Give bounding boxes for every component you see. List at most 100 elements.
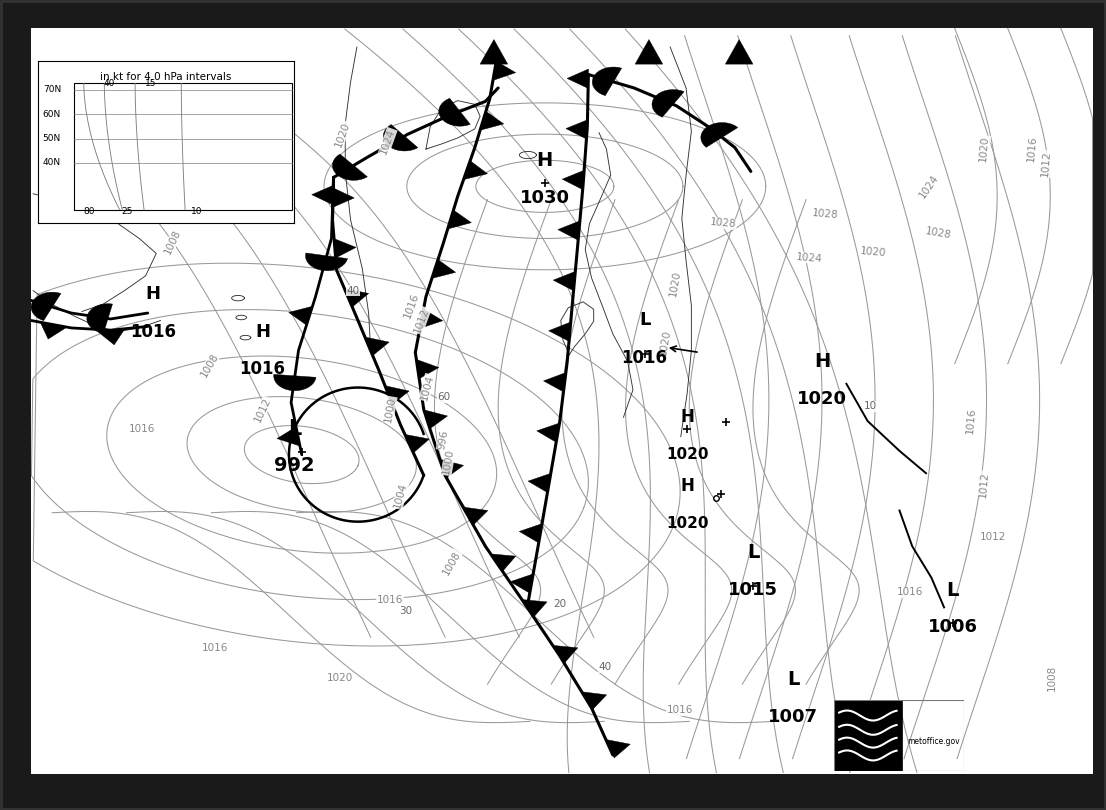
- Polygon shape: [528, 473, 551, 492]
- Text: 1006: 1006: [928, 619, 978, 637]
- Polygon shape: [440, 459, 463, 478]
- Polygon shape: [566, 120, 588, 139]
- Polygon shape: [493, 62, 515, 80]
- Text: 40: 40: [104, 79, 115, 87]
- Text: 1004: 1004: [419, 373, 436, 402]
- Text: 1016: 1016: [131, 322, 176, 341]
- Polygon shape: [522, 599, 547, 617]
- Text: 40: 40: [598, 662, 612, 672]
- Polygon shape: [543, 373, 566, 392]
- Polygon shape: [491, 554, 515, 571]
- Polygon shape: [536, 423, 560, 442]
- Text: H: H: [146, 285, 160, 304]
- Text: 1016: 1016: [1026, 135, 1039, 163]
- Polygon shape: [40, 322, 66, 339]
- Text: 80: 80: [83, 207, 95, 216]
- Text: 15: 15: [145, 79, 156, 87]
- Text: 1000: 1000: [441, 448, 456, 475]
- Text: 60: 60: [438, 392, 450, 403]
- Polygon shape: [510, 574, 533, 593]
- Text: 1008: 1008: [198, 352, 220, 379]
- Polygon shape: [448, 210, 471, 229]
- Polygon shape: [97, 329, 125, 345]
- Text: 1012: 1012: [1040, 151, 1052, 177]
- Text: 1015: 1015: [728, 582, 778, 599]
- Polygon shape: [582, 692, 607, 710]
- Text: 1016: 1016: [239, 360, 285, 378]
- Text: L: L: [747, 544, 759, 562]
- Text: 1028: 1028: [925, 226, 952, 241]
- Text: 1020: 1020: [333, 120, 352, 148]
- Text: 1008: 1008: [163, 228, 182, 256]
- Text: 1020: 1020: [797, 390, 847, 407]
- Polygon shape: [653, 90, 685, 117]
- Text: H: H: [814, 352, 831, 371]
- Text: 1016: 1016: [964, 407, 977, 435]
- Polygon shape: [334, 239, 356, 258]
- Polygon shape: [333, 154, 367, 181]
- Polygon shape: [701, 122, 738, 147]
- Text: 1024: 1024: [795, 252, 823, 264]
- Polygon shape: [480, 111, 503, 130]
- Polygon shape: [557, 221, 580, 241]
- Polygon shape: [405, 434, 429, 453]
- Text: 1020: 1020: [326, 673, 353, 683]
- Text: 1020: 1020: [658, 329, 672, 356]
- Polygon shape: [276, 427, 300, 446]
- Polygon shape: [385, 386, 409, 404]
- Text: in kt for 4.0 hPa intervals: in kt for 4.0 hPa intervals: [101, 72, 231, 82]
- Polygon shape: [31, 292, 61, 321]
- Text: 10: 10: [191, 207, 202, 216]
- Text: 1020: 1020: [666, 516, 708, 531]
- Polygon shape: [273, 374, 316, 390]
- Polygon shape: [567, 69, 588, 88]
- Text: L: L: [639, 312, 650, 330]
- Text: 1016: 1016: [667, 706, 692, 715]
- Text: 1030: 1030: [520, 189, 570, 207]
- Bar: [73, 83, 292, 210]
- Polygon shape: [606, 740, 630, 758]
- Text: 10: 10: [864, 401, 877, 411]
- Text: L: L: [787, 670, 800, 689]
- Polygon shape: [635, 40, 662, 64]
- Text: L: L: [288, 419, 301, 438]
- Bar: [834, 700, 901, 771]
- Text: 1012: 1012: [252, 396, 272, 424]
- Polygon shape: [344, 288, 368, 307]
- Text: 1008: 1008: [1046, 665, 1056, 691]
- Text: 1007: 1007: [769, 708, 818, 726]
- Polygon shape: [333, 188, 354, 207]
- Polygon shape: [463, 160, 488, 180]
- Text: 25: 25: [122, 207, 133, 216]
- Polygon shape: [439, 98, 470, 126]
- Text: 1024: 1024: [918, 173, 941, 200]
- Polygon shape: [549, 322, 571, 341]
- Text: 1004: 1004: [393, 482, 409, 509]
- Text: 996: 996: [436, 429, 449, 450]
- Text: 1008: 1008: [440, 549, 462, 577]
- Polygon shape: [289, 306, 313, 325]
- Text: 40N: 40N: [43, 158, 61, 168]
- Polygon shape: [553, 646, 577, 663]
- Text: 1016: 1016: [201, 643, 228, 654]
- Text: 40: 40: [346, 286, 359, 296]
- Polygon shape: [726, 40, 753, 64]
- Polygon shape: [420, 309, 442, 328]
- Polygon shape: [312, 185, 333, 205]
- Text: 1012: 1012: [413, 306, 431, 335]
- Polygon shape: [553, 271, 575, 291]
- Text: 1020: 1020: [979, 135, 991, 163]
- Text: metoffice.gov: metoffice.gov: [907, 736, 960, 746]
- Text: H: H: [680, 408, 695, 426]
- Text: 60N: 60N: [43, 109, 61, 119]
- Polygon shape: [431, 259, 456, 279]
- Polygon shape: [305, 253, 347, 271]
- Text: H: H: [536, 151, 553, 170]
- Text: H: H: [680, 477, 695, 495]
- Polygon shape: [416, 360, 439, 379]
- Text: 20: 20: [553, 599, 566, 608]
- Text: 1012: 1012: [979, 471, 991, 498]
- Text: 992: 992: [274, 456, 314, 475]
- Polygon shape: [463, 507, 488, 525]
- Text: 1016: 1016: [897, 587, 924, 598]
